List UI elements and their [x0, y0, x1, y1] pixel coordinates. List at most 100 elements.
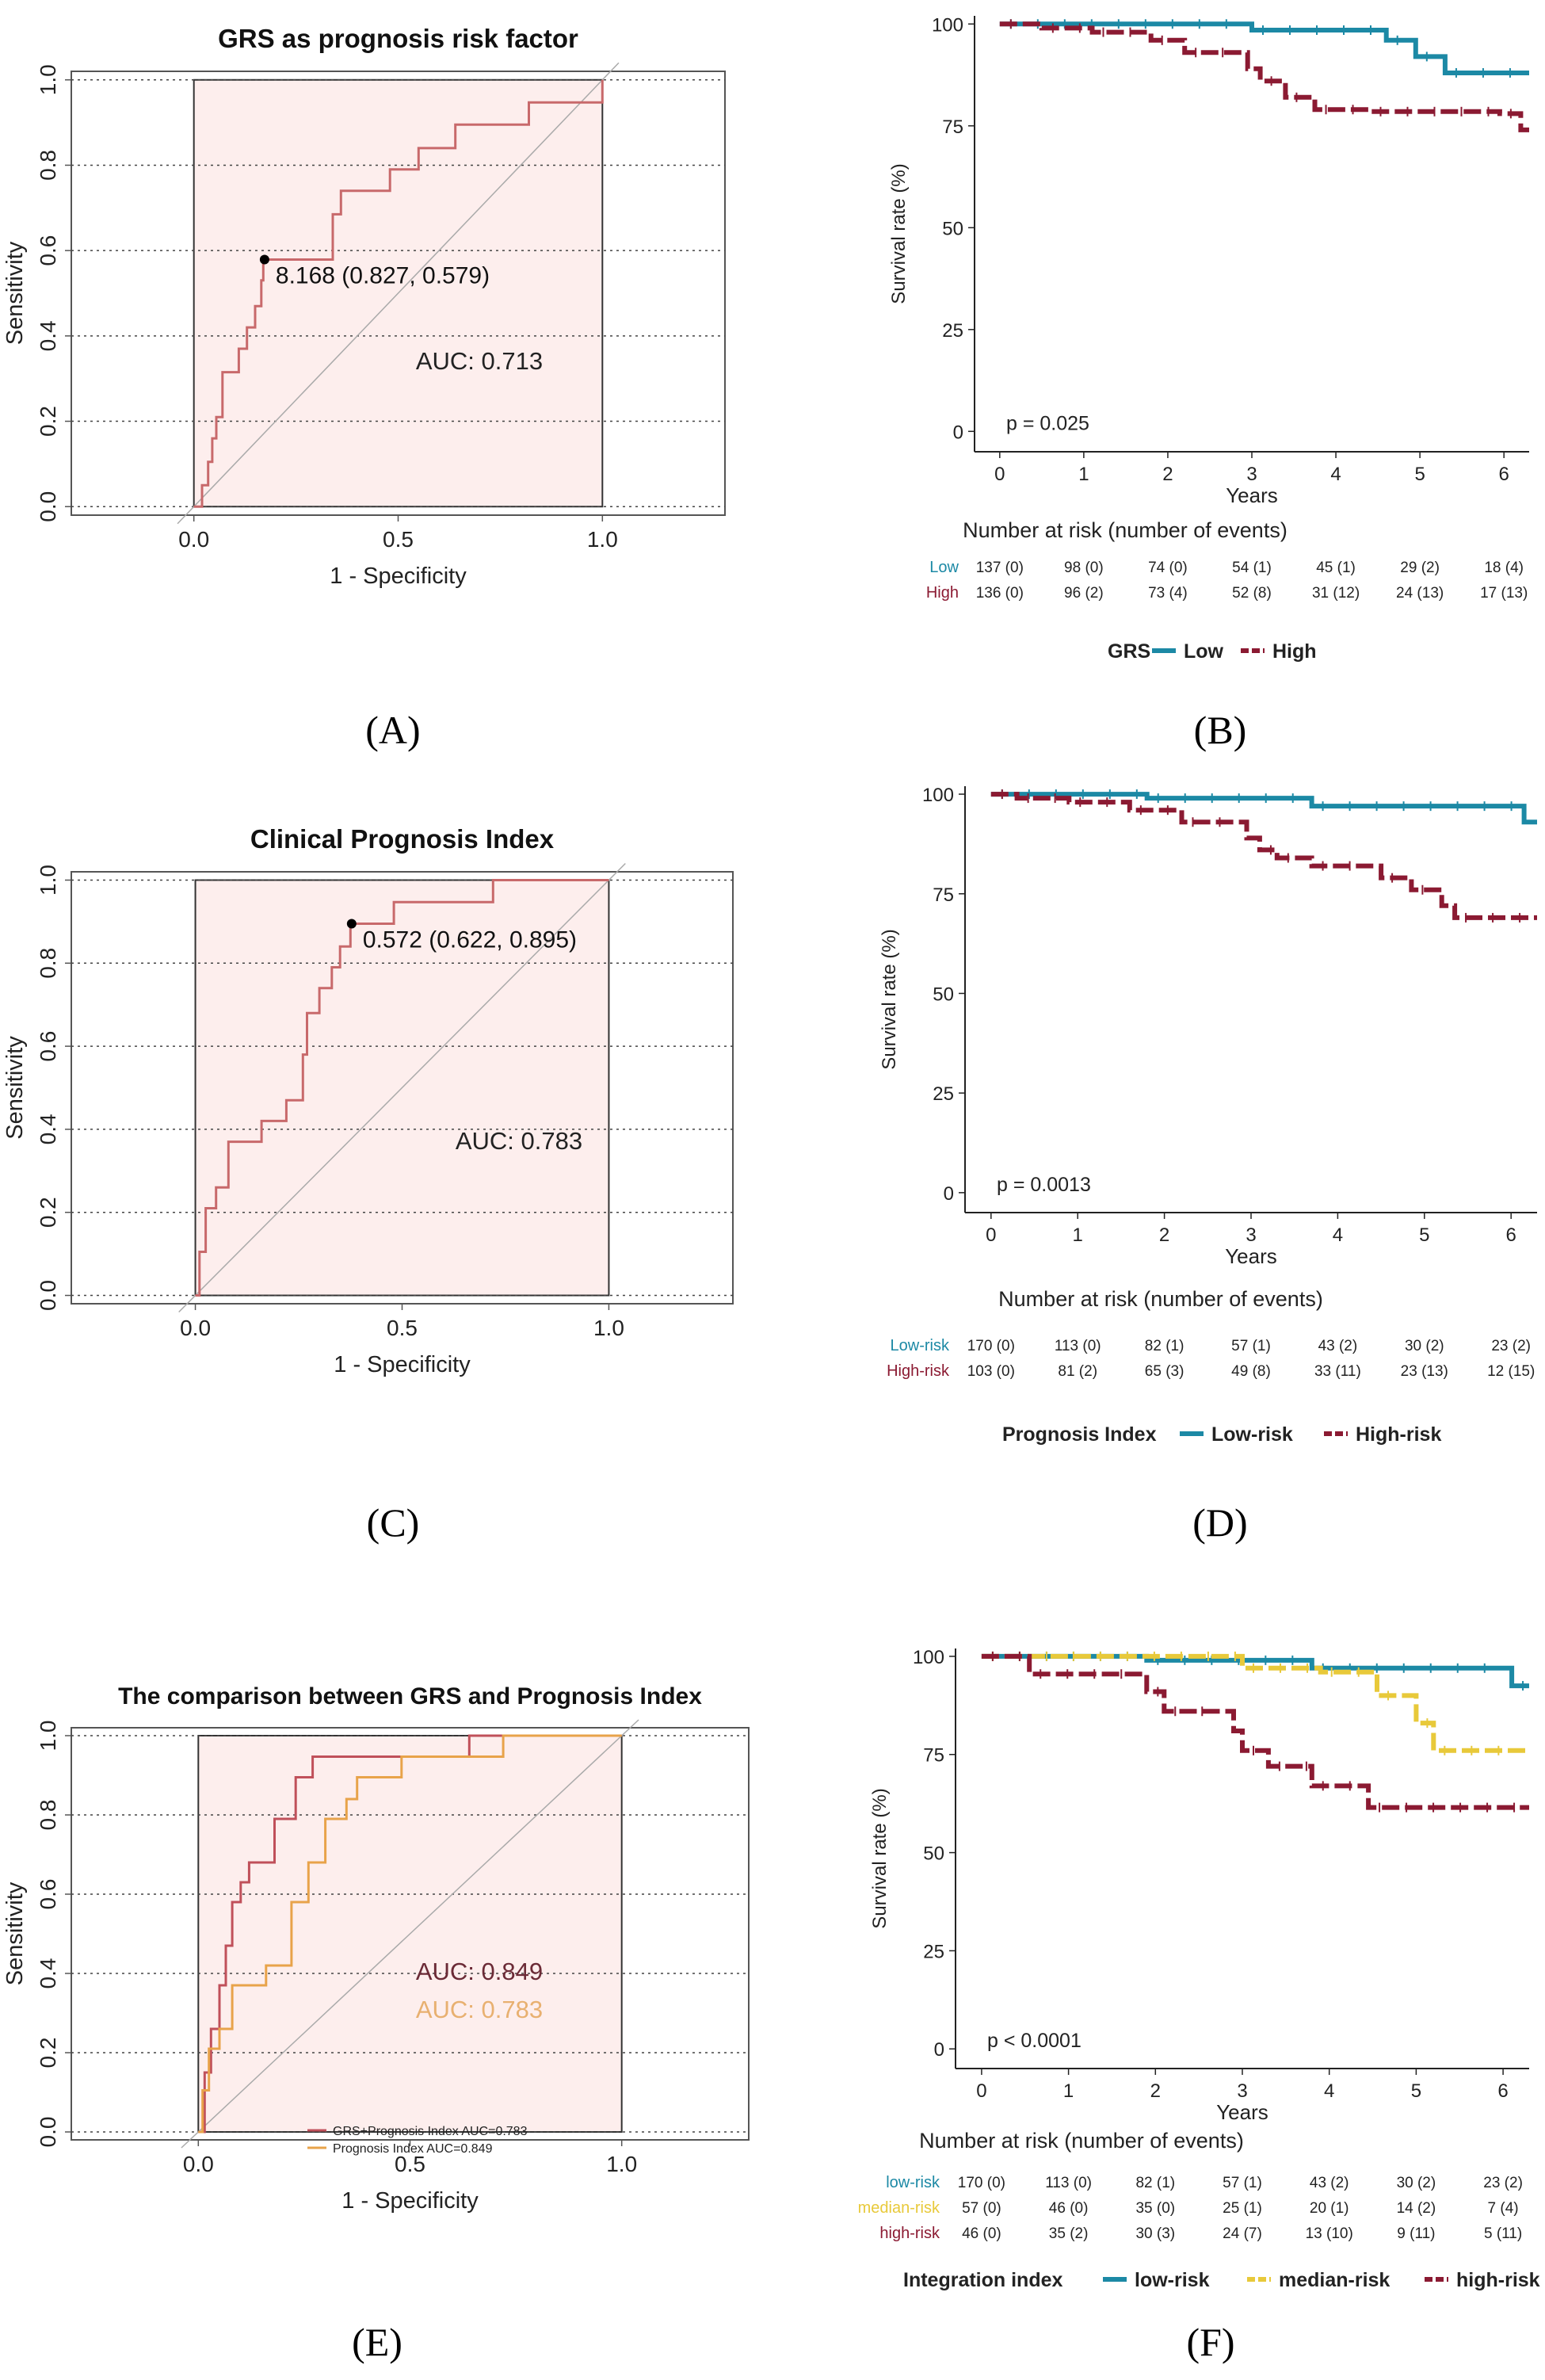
- risk-cell: 23 (13): [1401, 1363, 1448, 1380]
- x-tick-label: 4: [1333, 1224, 1343, 1246]
- y-tick-label: 0.6: [36, 235, 60, 266]
- risk-cell: 12 (15): [1487, 1363, 1535, 1380]
- y-tick-label: 100: [932, 14, 963, 36]
- risk-cell: 81 (2): [1058, 1363, 1097, 1380]
- km-chart-d: 0 25 50 75 100 0 1 2 3 4 5 6 Years Survival rate (%) p…: [879, 785, 1537, 1446]
- y-tick-label: 1.0: [36, 1721, 60, 1752]
- legend-label-0: low-risk: [1135, 2269, 1210, 2291]
- y-tick-label: 25: [942, 320, 963, 342]
- risk-cell: 96 (2): [1064, 585, 1104, 602]
- risk-cell: 137 (0): [976, 560, 1024, 576]
- risk-cell: 57 (0): [962, 2200, 1001, 2217]
- y-tick-label: 0: [944, 1183, 954, 1205]
- p-value: p = 0.0013: [997, 1174, 1091, 1196]
- y-tick-label: 1.0: [36, 865, 60, 896]
- y-tick-label: 0.8: [36, 1800, 60, 1831]
- y-tick-label: 0.4: [36, 1958, 60, 1989]
- y-tick-label: 0: [953, 422, 963, 443]
- auc-label-0: AUC: 0.849: [416, 1958, 543, 1985]
- risk-row-label: low-risk: [886, 2174, 940, 2191]
- p-value: p < 0.0001: [987, 2030, 1082, 2052]
- legend-title: Integration index: [903, 2269, 1063, 2291]
- km-panel-b: 0 25 50 75 100 0 1 2 3 4 5 6 Years Survival rate (%) p…: [784, 0, 1545, 682]
- legend-label-0: GRS+Prognosis Index AUC=0.783: [333, 2125, 528, 2138]
- best-threshold-point: [346, 919, 357, 929]
- risk-cell: 57 (1): [1231, 1338, 1271, 1354]
- x-tick-label: 0.0: [183, 2152, 214, 2176]
- survival-curve-1: [999, 21, 1529, 132]
- y-tick-label: 0.4: [36, 1114, 60, 1144]
- panel-label-d: (D): [1192, 1500, 1248, 1545]
- x-tick-label: 0.5: [383, 527, 414, 552]
- y-tick-label: 0.2: [36, 1197, 60, 1228]
- x-tick-label: 1.0: [606, 2152, 637, 2176]
- roc-panel-c: Clinical Prognosis Index 0.0 0.2 0.4 0.6 0.8 1…: [0, 808, 761, 1442]
- roc-chart-e: The comparison between GRS and Prognosis…: [2, 1683, 750, 2214]
- x-tick-label: 2: [1162, 464, 1173, 485]
- km-chart-b: 0 25 50 75 100 0 1 2 3 4 5 6 Years Survival rate (%) p…: [888, 14, 1529, 663]
- x-tick-label: 3: [1246, 1224, 1256, 1246]
- survival-curve-1: [990, 792, 1537, 920]
- risk-cell: 65 (3): [1145, 1363, 1184, 1380]
- roc-curve-1: [198, 1734, 622, 2134]
- x-tick-label: 6: [1499, 464, 1509, 485]
- x-tick-label: 1: [1078, 464, 1089, 485]
- panel-label-b: (B): [1193, 708, 1247, 752]
- y-axis-label: Survival rate (%): [869, 1788, 891, 1928]
- y-tick-label: 0.0: [36, 1280, 60, 1311]
- risk-cell: 54 (1): [1232, 560, 1272, 576]
- risk-cell: 30 (2): [1405, 1338, 1444, 1354]
- risk-cell: 18 (4): [1484, 560, 1524, 576]
- risk-cell: 30 (3): [1135, 2225, 1175, 2242]
- risk-cell: 24 (7): [1223, 2225, 1262, 2242]
- y-axis-label: Sensitivity: [2, 241, 28, 345]
- risk-cell: 35 (0): [1135, 2200, 1175, 2217]
- risk-cell: 29 (2): [1400, 560, 1440, 576]
- x-axis-label: Years: [1225, 1244, 1277, 1268]
- panel-label-c: (C): [366, 1500, 420, 1545]
- survival-curve-2: [981, 1653, 1529, 1810]
- risk-cell: 57 (1): [1223, 2175, 1262, 2191]
- chart-title: GRS as prognosis risk factor: [218, 24, 578, 53]
- risk-cell: 73 (4): [1148, 585, 1188, 602]
- roc-curve-0: [198, 1734, 622, 2134]
- y-tick-label: 75: [923, 1745, 944, 1767]
- best-threshold-label: 0.572 (0.622, 0.895): [363, 927, 577, 953]
- y-tick-label: 50: [923, 1843, 944, 1865]
- risk-cell: 9 (11): [1397, 2225, 1435, 2242]
- risk-cell: 43 (2): [1318, 1338, 1358, 1354]
- risk-cell: 170 (0): [958, 2175, 1005, 2191]
- risk-cell: 23 (2): [1483, 2175, 1523, 2191]
- y-tick-label: 25: [923, 1941, 944, 1962]
- legend-label-2: high-risk: [1456, 2269, 1540, 2291]
- km-panel-f: 0 25 50 75 100 0 1 2 3 4 5 6 Years Survival rate (%) p…: [784, 1593, 1545, 2306]
- risk-row-label: High: [926, 584, 959, 602]
- y-axis-label: Survival rate (%): [879, 929, 900, 1069]
- risk-cell: 49 (8): [1231, 1363, 1271, 1380]
- y-tick-label: 75: [933, 884, 954, 906]
- legend-label-1: High-risk: [1356, 1423, 1441, 1446]
- x-tick-label: 1.0: [587, 527, 618, 552]
- x-tick-label: 4: [1324, 2080, 1334, 2102]
- best-threshold-label: 8.168 (0.827, 0.579): [276, 262, 490, 288]
- risk-cell: 98 (0): [1064, 560, 1104, 576]
- risk-cell: 5 (11): [1484, 2225, 1522, 2242]
- x-tick-label: 3: [1237, 2080, 1247, 2102]
- risk-cell: 103 (0): [967, 1363, 1015, 1380]
- auc-label-0: AUC: 0.713: [416, 347, 543, 375]
- risk-row-label: median-risk: [858, 2199, 940, 2217]
- risk-row-label: Low-risk: [891, 1337, 950, 1354]
- x-tick-label: 5: [1411, 2080, 1421, 2102]
- y-axis-label: Sensitivity: [2, 1036, 28, 1140]
- risk-cell: 170 (0): [967, 1338, 1015, 1354]
- risk-table-title: Number at risk (number of events): [963, 518, 1288, 542]
- x-axis-label: 1 - Specificity: [341, 2188, 479, 2214]
- panel-label-f: (F): [1186, 2320, 1235, 2364]
- legend-title: GRS: [1108, 640, 1150, 663]
- y-tick-label: 0.4: [36, 320, 60, 351]
- legend-label-0: Low: [1184, 640, 1224, 663]
- risk-cell: 14 (2): [1397, 2200, 1436, 2217]
- legend-label-1: Prognosis Index AUC=0.849: [333, 2142, 493, 2156]
- x-tick-label: 2: [1159, 1224, 1169, 1246]
- p-value: p = 0.025: [1006, 412, 1089, 434]
